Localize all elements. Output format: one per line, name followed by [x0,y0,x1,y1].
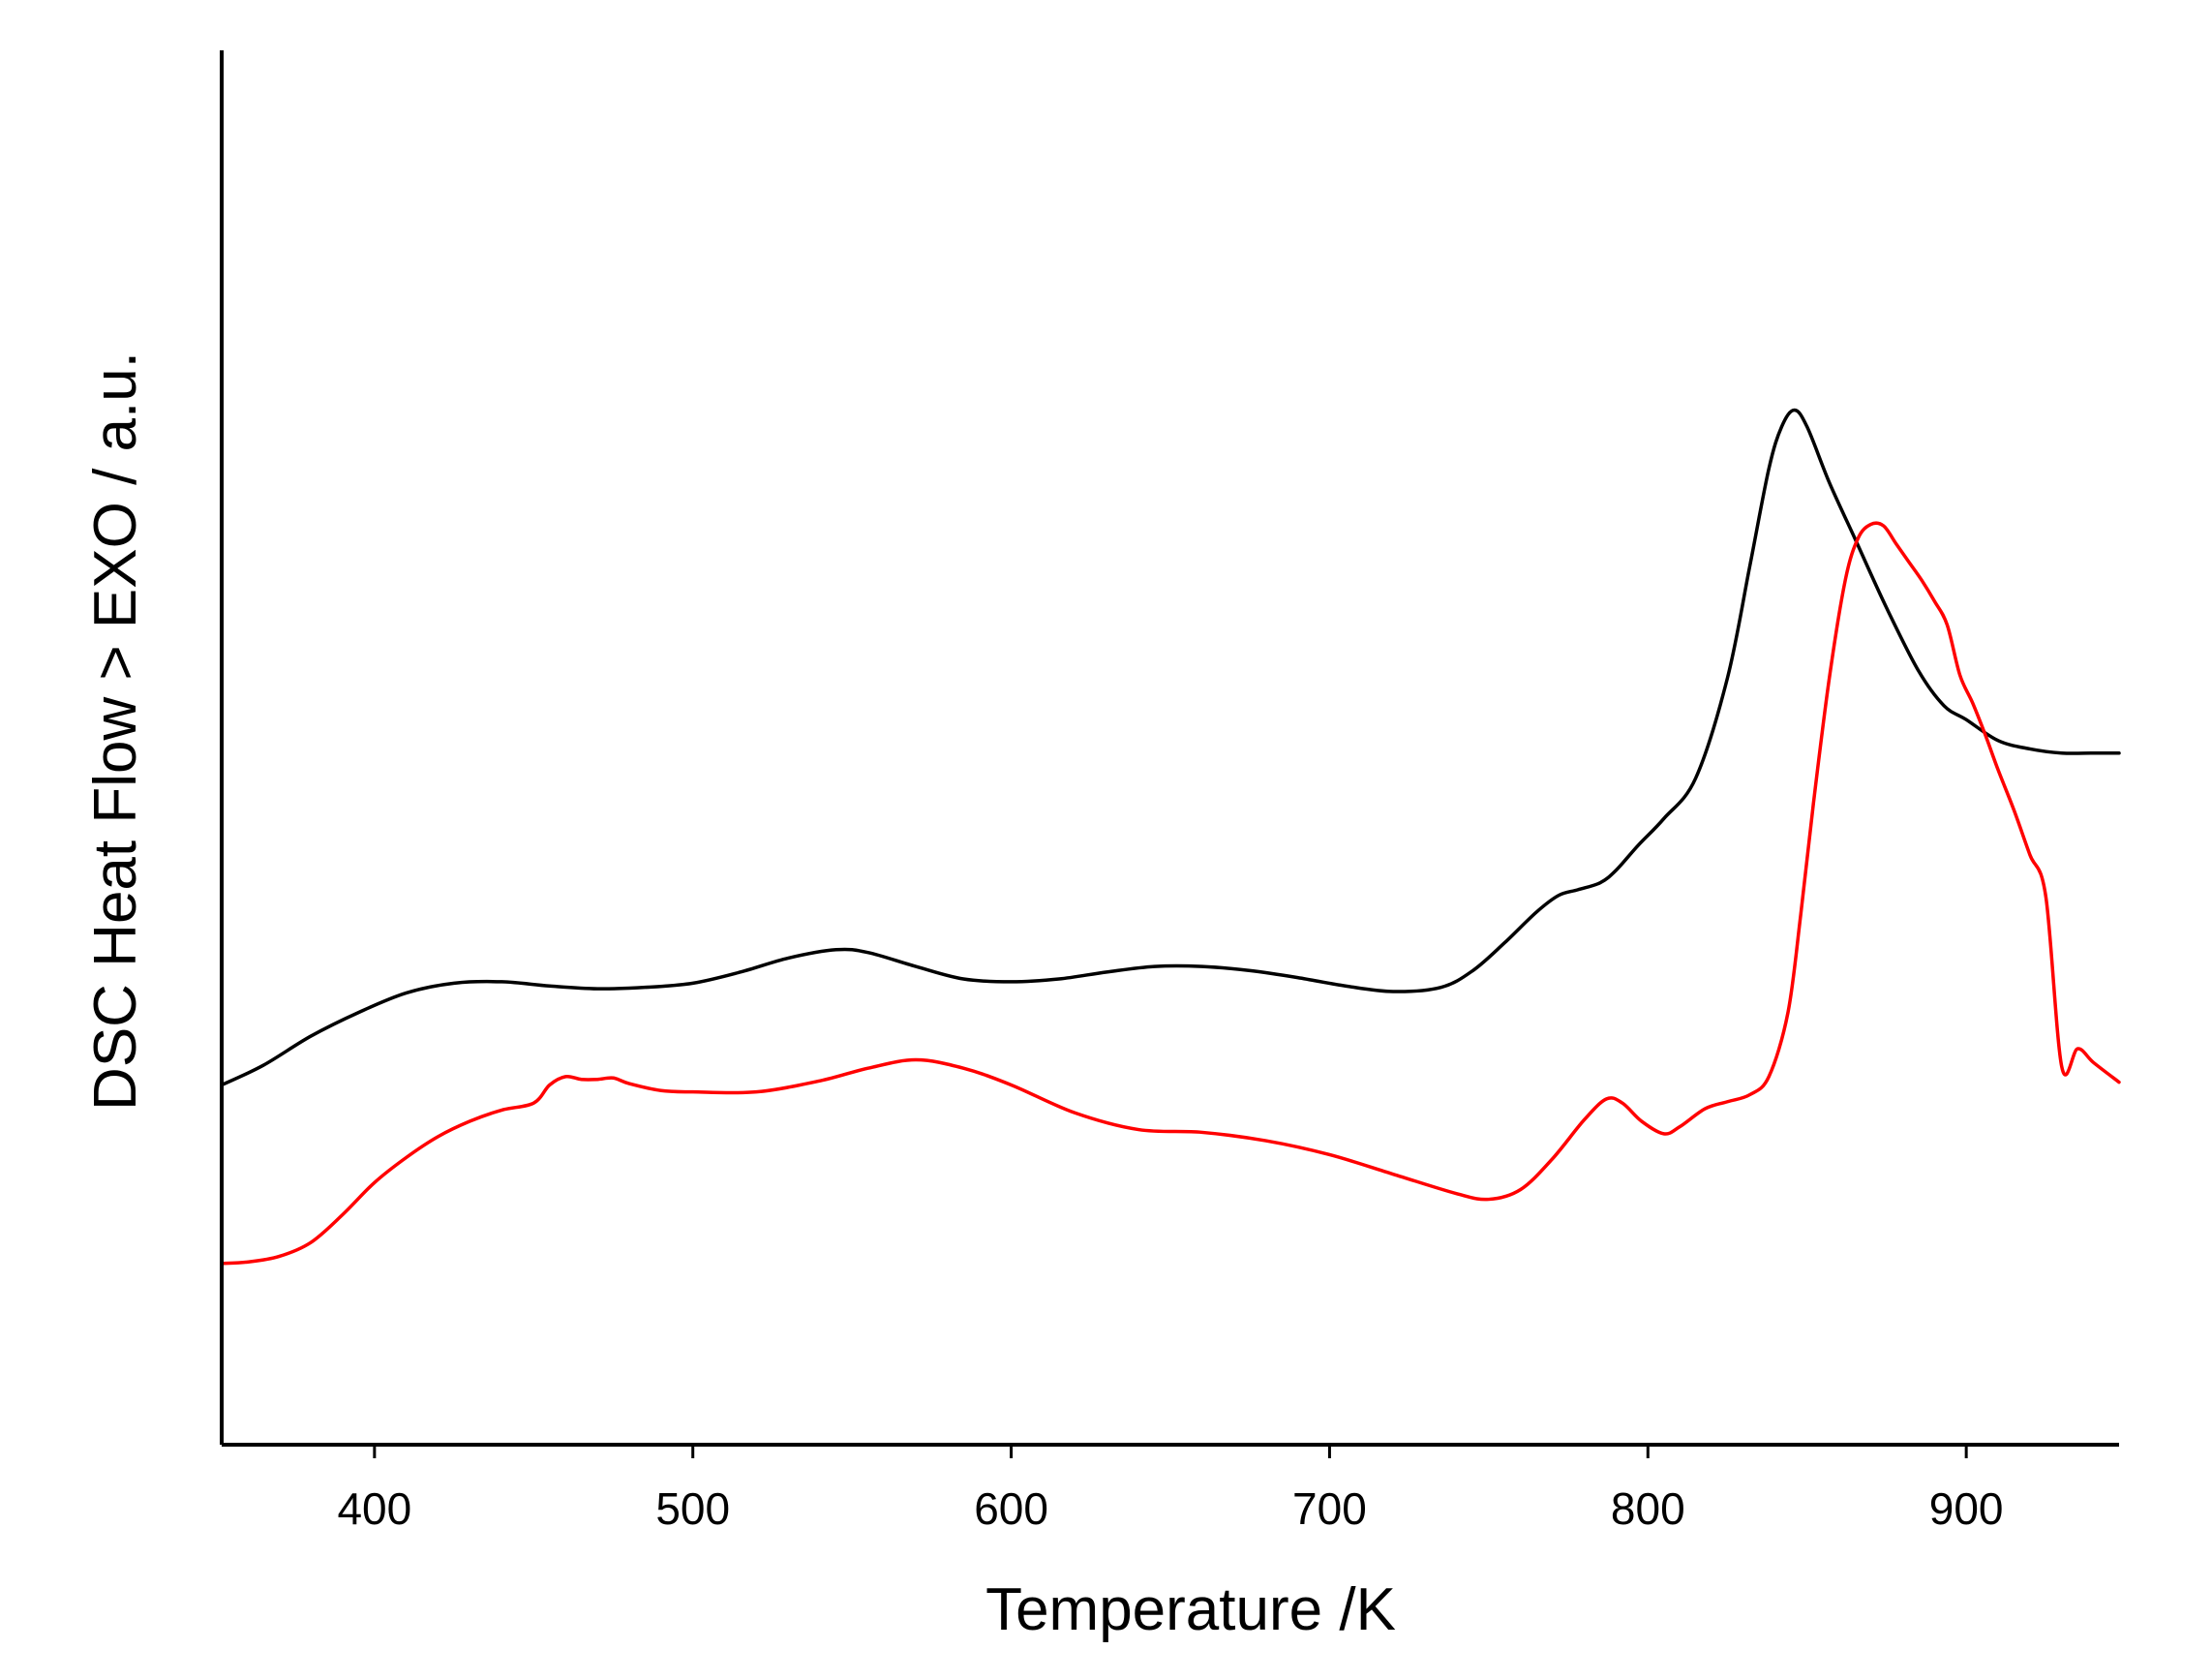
x-tick-label-700: 700 [1292,1483,1367,1534]
x-tick-layer: 400 500 600 700 800 900 [337,1445,2004,1534]
x-tick-label-500: 500 [655,1483,730,1534]
x-tick-label-400: 400 [337,1483,411,1534]
x-tick-label-600: 600 [974,1483,1048,1534]
x-axis-title: Temperature /K [985,1576,1396,1643]
series-line-1 [220,408,2121,1087]
y-axis-title: DSC Heat Flow > EXO / a.u. [82,351,149,1111]
series-layer [220,408,2121,1266]
x-tick-label-800: 800 [1611,1483,1685,1534]
series-line-2 [220,521,2121,1266]
x-tick-label-900: 900 [1929,1483,2004,1534]
